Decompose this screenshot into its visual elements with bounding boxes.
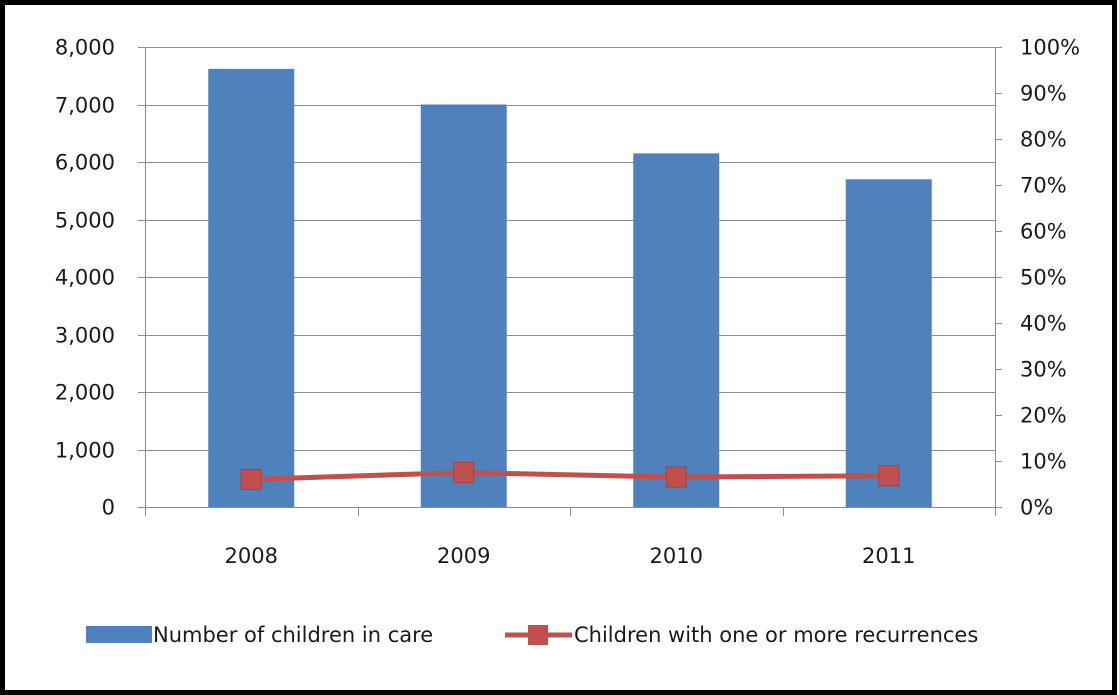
bar-series (208, 68, 932, 507)
right-axis-tick-label: 100% (1020, 36, 1080, 60)
legend-bar-swatch (86, 626, 152, 643)
bar-2009 (420, 104, 507, 507)
right-axis-tick-label: 80% (1020, 128, 1067, 152)
left-axis-tick-label: 4,000 (55, 266, 115, 290)
left-axis-tick-label: 0 (102, 496, 115, 520)
right-axis-tick-label: 70% (1020, 174, 1067, 198)
right-axis-tick-label: 40% (1020, 312, 1067, 336)
x-axis-tick-label: 2009 (437, 544, 490, 568)
legend-line-label: Children with one or more recurrences (574, 623, 978, 647)
x-axis-tick-label: 2011 (862, 544, 915, 568)
legend-line-marker (528, 625, 548, 645)
line-series (240, 462, 900, 490)
left-axis-tick-label: 6,000 (55, 151, 115, 175)
bar-2010 (633, 153, 720, 507)
right-axis-tick-label: 10% (1020, 450, 1067, 474)
right-axis-tick-label: 50% (1020, 266, 1067, 290)
left-axis-tick-label: 1,000 (55, 439, 115, 463)
bar-2008 (208, 68, 295, 507)
left-axis-tick-label: 2,000 (55, 381, 115, 405)
x-axis-tick-label: 2008 (225, 544, 278, 568)
right-axis-tick-label: 20% (1020, 404, 1067, 428)
legend: Number of children in care Children with… (86, 623, 978, 647)
right-axis-tick-label: 30% (1020, 358, 1067, 382)
recurrence-marker-2011 (878, 465, 900, 487)
bar-2011 (845, 179, 932, 507)
tick-labels: 0 1,000 2,000 3,000 4,000 5,000 6,000 7,000 8,00… (55, 36, 1080, 569)
recurrence-line (251, 470, 889, 482)
recurrence-marker-2009 (453, 462, 475, 483)
legend-bar-label: Number of children in care (153, 623, 433, 647)
axes (138, 47, 1002, 516)
left-axis-tick-label: 3,000 (55, 324, 115, 348)
recurrence-marker-2008 (240, 468, 262, 490)
right-axis-tick-label: 60% (1020, 220, 1067, 244)
left-axis-tick-label: 5,000 (55, 209, 115, 233)
combo-chart: 0 1,000 2,000 3,000 4,000 5,000 6,000 7,000 8,00… (55, 36, 1080, 648)
right-axis-tick-label: 90% (1020, 82, 1067, 106)
right-axis-tick-label: 0% (1020, 496, 1053, 520)
left-axis-tick-label: 7,000 (55, 94, 115, 118)
x-axis-tick-label: 2010 (650, 544, 703, 568)
left-axis-tick-label: 8,000 (55, 36, 115, 60)
recurrence-marker-2010 (665, 466, 687, 488)
